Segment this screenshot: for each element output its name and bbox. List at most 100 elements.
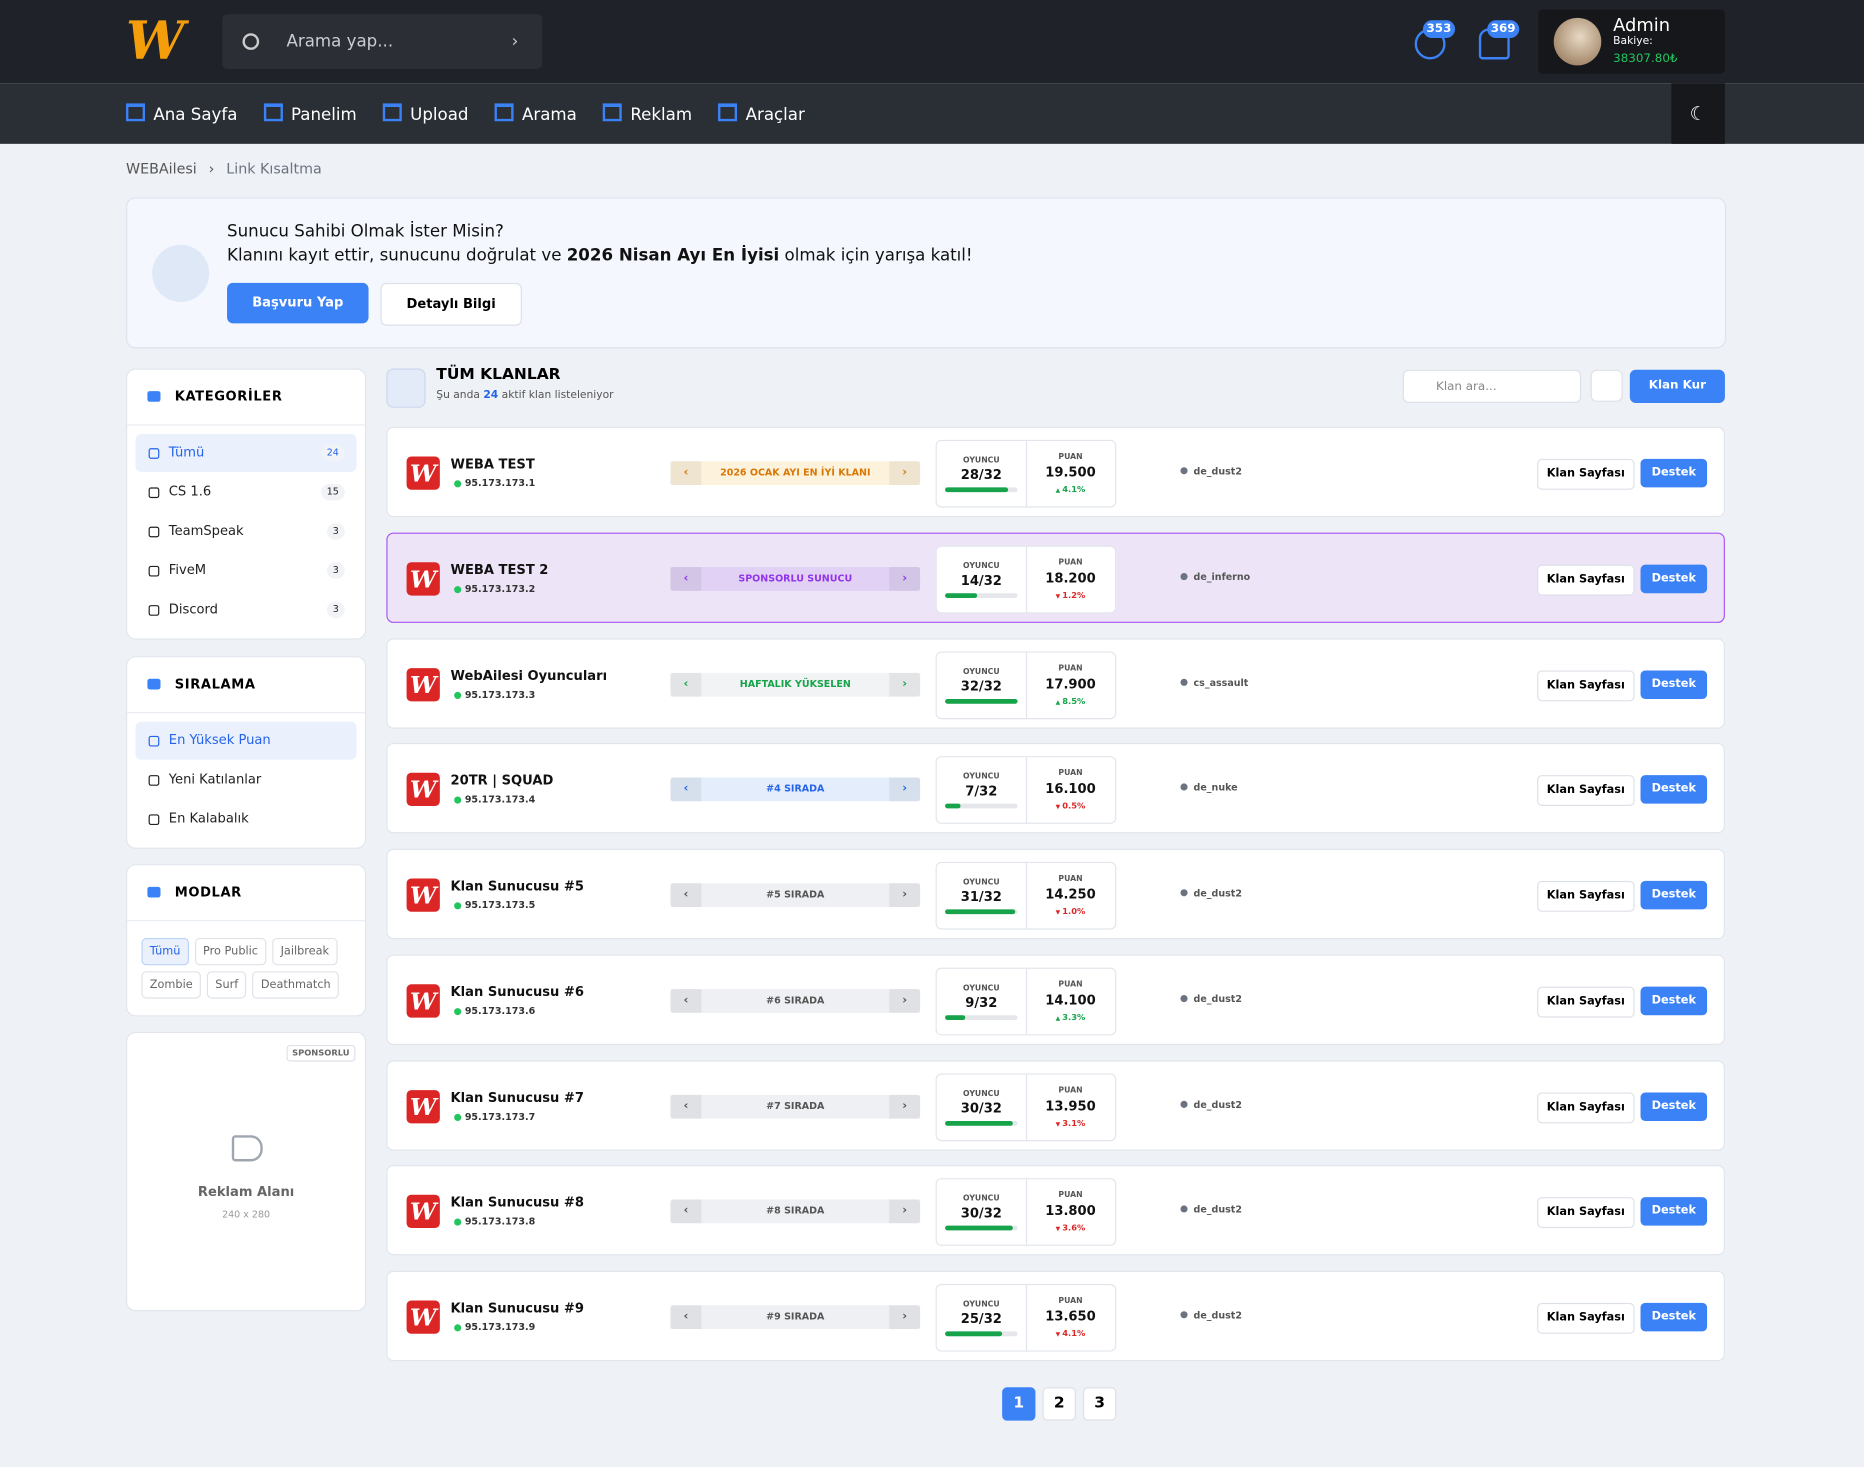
category-item[interactable]: Tümü 24 [135,433,357,472]
server-row: W Klan Sunucusu #8 95.173.173.8 #8 SIRADA OY… [386,1165,1725,1256]
category-item[interactable]: TeamSpeak 3 [136,512,357,550]
map: de_dust2 [1180,888,1242,899]
page-button[interactable]: 1 [1002,1387,1036,1421]
server-ip: 95.173.173.2 [454,583,536,595]
search-box[interactable]: Arama yap... › [222,14,543,69]
server-name[interactable]: WEBA TEST [450,456,535,472]
server-logo: W [406,773,440,807]
server-name[interactable]: Klan Sunucusu #8 [450,1195,584,1211]
create-clan-button[interactable]: Klan Kur [1629,369,1725,403]
server-name[interactable]: WebAilesi Oyuncuları [450,667,608,683]
nav-item[interactable]: Araçlar [718,103,805,124]
server-name[interactable]: WEBA TEST 2 [450,561,549,578]
clan-page-button[interactable]: Klan Sayfası [1537,1197,1635,1229]
theme-toggle[interactable]: ☾ [1671,83,1725,144]
players-label: OYUNCU [963,1088,1000,1098]
score-change: 0.5% [1026,802,1115,812]
server-name[interactable]: Klan Sunucusu #9 [450,1300,584,1316]
apply-button[interactable]: Başvuru Yap [227,282,369,324]
clan-page-button[interactable]: Klan Sayfası [1537,880,1635,912]
sep [1025,968,1028,1034]
mode-tag[interactable]: Zombie [141,971,202,999]
nav-item[interactable]: Upload [383,103,468,124]
server-name[interactable]: Klan Sunucusu #5 [450,878,584,894]
category-item[interactable]: FiveM 3 [136,552,357,590]
server-name[interactable]: Klan Sunucusu #6 [450,984,584,1000]
server-badge: #7 SIRADA [670,1094,921,1119]
sep [1025,757,1028,823]
clan-page-button[interactable]: Klan Sayfası [1537,775,1635,807]
score-change: 4.1% [1026,1329,1115,1339]
sort-item[interactable]: En Kalabalık [136,800,357,838]
logo[interactable]: W [126,10,185,72]
mode-tag[interactable]: Jailbreak [272,937,338,966]
server-logo: W [406,456,440,490]
mode-tag[interactable]: Pro Public [194,937,267,966]
sort-item[interactable]: Yeni Katılanlar [136,761,357,799]
clan-page-button[interactable]: Klan Sayfası [1537,986,1635,1018]
support-button[interactable]: Destek [1640,1091,1708,1121]
clan-page-button[interactable]: Klan Sayfası [1537,458,1635,490]
user-box[interactable]: Admin Bakiye: 38307.80₺ [1538,9,1725,74]
nav-item[interactable]: Ana Sayfa [126,103,237,124]
player-bar [945,1120,1018,1126]
server-badge: #6 SIRADA [670,988,921,1013]
server-logo: W [406,667,440,701]
player-bar [945,1014,1018,1020]
clan-page-button[interactable]: Klan Sayfası [1537,1302,1635,1334]
score: 16.100 [1045,781,1096,797]
clan-page-button[interactable]: Klan Sayfası [1537,669,1635,701]
clan-search[interactable]: Klan ara... [1402,369,1582,403]
page-button[interactable]: 2 [1042,1387,1076,1421]
page-button[interactable]: 3 [1082,1387,1117,1421]
player-bar-fill [945,803,961,809]
support-button[interactable]: Destek [1640,669,1708,699]
players-label: OYUNCU [963,877,1000,887]
players-label: OYUNCU [963,1299,1000,1309]
category-item[interactable]: Discord 3 [136,591,357,629]
sort-item[interactable]: En Yüksek Puan [135,721,357,760]
score-change: 3.6% [1026,1224,1115,1234]
text: aktif klan listeleniyor [498,389,614,402]
nav-item[interactable]: Reklam [603,103,692,124]
server-name[interactable]: 20TR | SQUAD [450,773,554,789]
category-item[interactable]: CS 1.6 15 [136,473,357,511]
crumb[interactable]: Link Kısaltma [226,160,322,178]
player-bar [945,592,1018,598]
card-title: SIRALAMA [127,657,365,714]
map: de_dust2 [1180,1310,1242,1321]
server-row: W Klan Sunucusu #9 95.173.173.9 #9 SIRADA OY… [386,1270,1725,1362]
support-button[interactable]: Destek [1640,775,1708,804]
clan-page-button[interactable]: Klan Sayfası [1537,1091,1635,1123]
mode-tag[interactable]: Tümü [141,937,189,966]
support-button[interactable]: Destek [1640,880,1708,910]
server-name[interactable]: Klan Sunucusu #7 [450,1089,584,1105]
sorting-card: SIRALAMA En Yüksek Puan Yeni Katılanlar En … [126,656,367,849]
crumb[interactable]: WEBAilesi [126,160,197,178]
grid-toggle[interactable] [1590,369,1623,402]
server-ip: 95.173.173.3 [454,688,536,700]
support-button[interactable]: Destek [1640,564,1708,593]
nav-item[interactable]: Panelim [264,103,357,124]
user-name: Admin [1613,14,1671,36]
stats: OYUNCU 31/32 PUAN 14.250 1.0% [935,861,1117,930]
clan-page-button[interactable]: Klan Sayfası [1537,564,1635,596]
player-bar-fill [945,1014,966,1020]
mode-tag[interactable]: Deathmatch [252,971,340,999]
score: 13.650 [1045,1308,1096,1325]
players: 14/32 [960,572,1002,589]
server-row: W WEBA TEST 95.173.173.1 2026 OCAK AYI EN İ… [386,426,1725,518]
mode-tag[interactable]: Surf [206,971,247,999]
nav-item[interactable]: Arama [495,103,577,124]
score-label: PUAN [1058,768,1083,778]
server-badge: SPONSORLU SUNUCU [670,566,921,591]
support-button[interactable]: Destek [1640,986,1708,1015]
list-header: TÜM KLANLAR Şu anda 24 aktif klan listel… [386,366,1725,409]
score-label: PUAN [1058,1084,1083,1095]
support-button[interactable]: Destek [1640,1197,1708,1226]
info-button[interactable]: Detaylı Bilgi [380,282,522,326]
support-button[interactable]: Destek [1640,1302,1708,1332]
support-button[interactable]: Destek [1640,458,1708,488]
sep [1025,652,1028,718]
